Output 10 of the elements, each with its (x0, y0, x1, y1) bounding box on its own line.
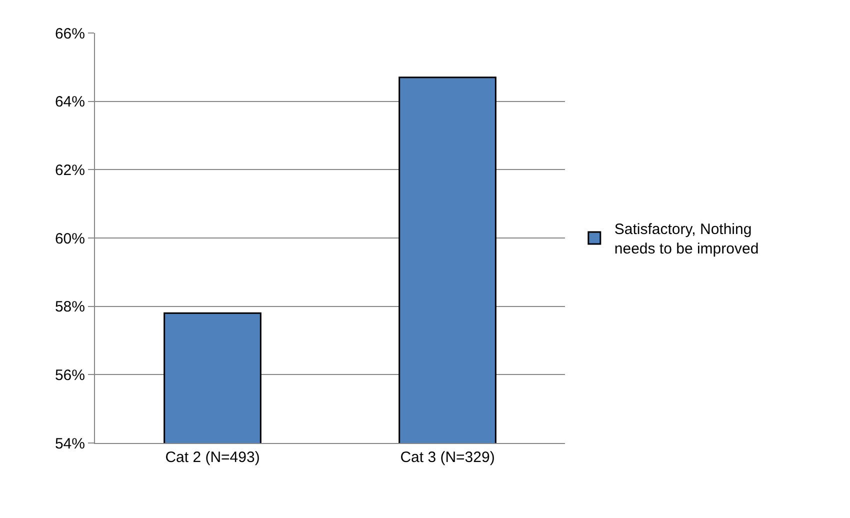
y-tick-label: 58% (54, 298, 85, 316)
y-tick-label: 56% (54, 366, 85, 384)
x-tick-label: Cat 2 (N=493) (165, 449, 260, 466)
y-tick-label: 60% (54, 230, 85, 248)
x-tick-label: Cat 3 (N=329) (400, 449, 495, 466)
y-tick-label: 62% (54, 162, 85, 179)
y-tick-label: 54% (54, 435, 85, 452)
legend-label: Satisfactory, Nothing needs to be improved (614, 221, 759, 258)
y-tick-label: 64% (54, 94, 85, 111)
y-tick-label: 66% (54, 25, 85, 42)
